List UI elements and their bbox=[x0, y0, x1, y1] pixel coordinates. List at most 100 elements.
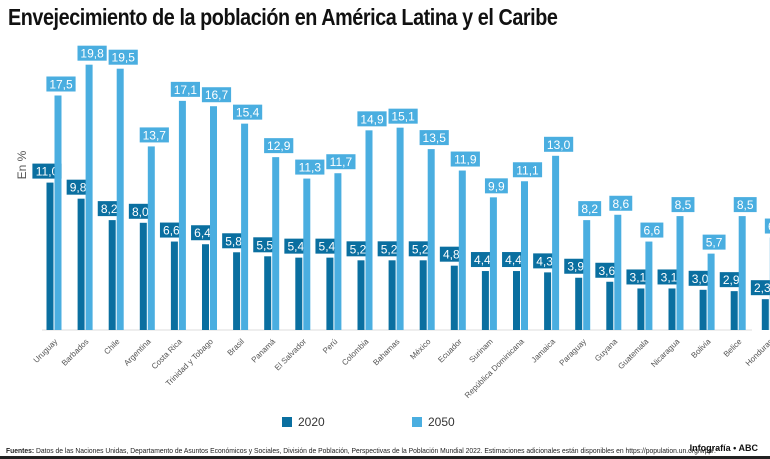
data-label-2050-8: 11,3 bbox=[299, 161, 322, 175]
bar-2050-2 bbox=[116, 68, 124, 330]
bar-2050-19 bbox=[645, 241, 653, 330]
data-label-bg-2050-3 bbox=[139, 127, 169, 143]
data-label-2020-22: 2,9 bbox=[723, 273, 740, 287]
x-tick-label: Uruguay bbox=[32, 337, 60, 365]
data-label-2050-20: 8,5 bbox=[675, 198, 692, 212]
data-label-bg-2020-18 bbox=[595, 262, 619, 278]
bar-2020-13 bbox=[450, 265, 458, 330]
data-label-bg-2050-10 bbox=[357, 111, 387, 127]
data-label-bg-2020-6 bbox=[222, 233, 246, 249]
data-label-2020-18: 3,6 bbox=[598, 264, 615, 278]
bar-2050-13 bbox=[458, 170, 466, 330]
bar-2050-16 bbox=[552, 155, 560, 330]
data-label-2020-4: 6,6 bbox=[163, 224, 180, 238]
data-label-bg-2050-7 bbox=[264, 138, 294, 154]
bar-2020-23 bbox=[761, 299, 769, 330]
legend-item-2050: 2050 bbox=[412, 415, 455, 429]
x-tick-label: Panamá bbox=[250, 337, 278, 365]
bar-2020-12 bbox=[419, 260, 427, 330]
bar-2020-5 bbox=[202, 244, 209, 330]
data-label-bg-2020-21 bbox=[688, 270, 712, 286]
bar-2050-11 bbox=[396, 127, 404, 330]
data-label-2050-19: 6,6 bbox=[644, 224, 661, 238]
bar-2050-3 bbox=[147, 146, 155, 330]
data-label-2050-22: 8,5 bbox=[737, 198, 754, 212]
data-label-2050-23: 6,9 bbox=[768, 220, 770, 234]
data-label-bg-2020-10 bbox=[346, 241, 370, 257]
legend-swatch-2020 bbox=[282, 417, 292, 427]
data-label-2020-3: 8,0 bbox=[132, 205, 149, 219]
data-label-bg-2050-21 bbox=[702, 234, 726, 250]
bar-2020-1 bbox=[77, 198, 85, 330]
x-tick-label: Colombia bbox=[340, 337, 371, 368]
data-label-bg-2050-18 bbox=[609, 195, 633, 211]
x-tick-label: Perú bbox=[321, 337, 339, 355]
data-label-2020-15: 4,4 bbox=[505, 253, 522, 267]
data-label-bg-2050-15 bbox=[512, 162, 543, 178]
data-label-2020-19: 3,1 bbox=[630, 270, 647, 284]
x-tick-label: Jamaica bbox=[530, 337, 558, 365]
data-label-2050-5: 16,7 bbox=[205, 88, 229, 102]
data-label-bg-2050-17 bbox=[578, 201, 602, 217]
data-label-bg-2020-23 bbox=[750, 280, 770, 296]
data-label-bg-2020-16 bbox=[533, 253, 557, 269]
x-tick-label: Barbados bbox=[60, 337, 91, 368]
data-label-bg-2020-3 bbox=[128, 203, 152, 219]
data-label-bg-2050-0 bbox=[46, 76, 76, 92]
data-label-bg-2050-9 bbox=[326, 154, 356, 170]
x-tick-label: Paraguay bbox=[558, 337, 589, 368]
x-tick-label: Guatemala bbox=[616, 337, 650, 371]
x-tick-label: Guyana bbox=[593, 337, 620, 364]
data-label-2020-12: 5,2 bbox=[412, 242, 429, 256]
data-label-2050-10: 14,9 bbox=[360, 112, 384, 126]
data-label-bg-2020-22 bbox=[719, 272, 743, 288]
legend-label-2020: 2020 bbox=[298, 415, 325, 429]
bar-2050-10 bbox=[365, 130, 373, 330]
bar-2050-17 bbox=[583, 220, 591, 330]
data-label-bg-2020-12 bbox=[408, 241, 432, 257]
data-label-bg-2050-4 bbox=[170, 81, 200, 97]
data-label-bg-2050-14 bbox=[484, 178, 508, 194]
data-label-2020-8: 5,4 bbox=[287, 240, 304, 254]
data-label-2050-14: 9,9 bbox=[488, 179, 505, 193]
data-label-bg-2020-13 bbox=[439, 246, 463, 262]
sources-label: Fuentes: bbox=[6, 446, 35, 455]
data-label-bg-2020-9 bbox=[315, 238, 339, 254]
brand-credit: Infografía • ABC bbox=[689, 443, 758, 453]
data-label-bg-2020-20 bbox=[657, 269, 681, 285]
bar-2050-5 bbox=[210, 106, 217, 330]
data-label-bg-2020-17 bbox=[564, 258, 588, 274]
bar-2020-7 bbox=[264, 256, 272, 330]
data-label-2050-18: 8,6 bbox=[612, 197, 629, 211]
data-label-bg-2050-6 bbox=[233, 104, 263, 120]
data-label-2020-7: 5,5 bbox=[256, 238, 273, 252]
bar-2020-19 bbox=[637, 288, 645, 330]
bar-2050-18 bbox=[614, 214, 622, 330]
bar-2020-21 bbox=[699, 289, 707, 330]
y-axis-label: En % bbox=[15, 150, 29, 179]
sources-text: Datos de las Naciones Unidas, Departamen… bbox=[34, 446, 719, 455]
bar-2050-7 bbox=[272, 157, 280, 330]
legend-label-2050: 2050 bbox=[428, 415, 455, 429]
data-label-bg-2050-16 bbox=[544, 136, 574, 152]
data-label-2020-13: 4,8 bbox=[443, 248, 460, 262]
data-label-2050-16: 13,0 bbox=[547, 138, 571, 152]
data-label-bg-2020-7 bbox=[253, 237, 277, 253]
x-tick-label: Nicaragua bbox=[649, 337, 682, 370]
data-label-bg-2020-8 bbox=[284, 238, 308, 254]
data-label-2020-9: 5,4 bbox=[319, 240, 336, 254]
data-label-2050-1: 19,8 bbox=[80, 47, 104, 61]
data-label-bg-2050-2 bbox=[108, 49, 138, 65]
bar-2020-18 bbox=[606, 281, 614, 330]
bar-2050-4 bbox=[178, 100, 186, 330]
data-label-bg-2050-13 bbox=[450, 151, 480, 167]
data-label-2050-13: 11,9 bbox=[454, 153, 477, 167]
data-label-2020-5: 6,4 bbox=[194, 226, 211, 240]
data-label-2050-2: 19,5 bbox=[112, 51, 136, 65]
legend-item-2020: 2020 bbox=[282, 415, 325, 429]
data-label-2020-6: 5,8 bbox=[225, 234, 242, 248]
data-label-2020-10: 5,2 bbox=[350, 242, 367, 256]
data-label-bg-2050-23 bbox=[764, 218, 770, 234]
data-label-2020-17: 3,9 bbox=[567, 260, 584, 274]
data-label-bg-2020-4 bbox=[159, 222, 183, 238]
